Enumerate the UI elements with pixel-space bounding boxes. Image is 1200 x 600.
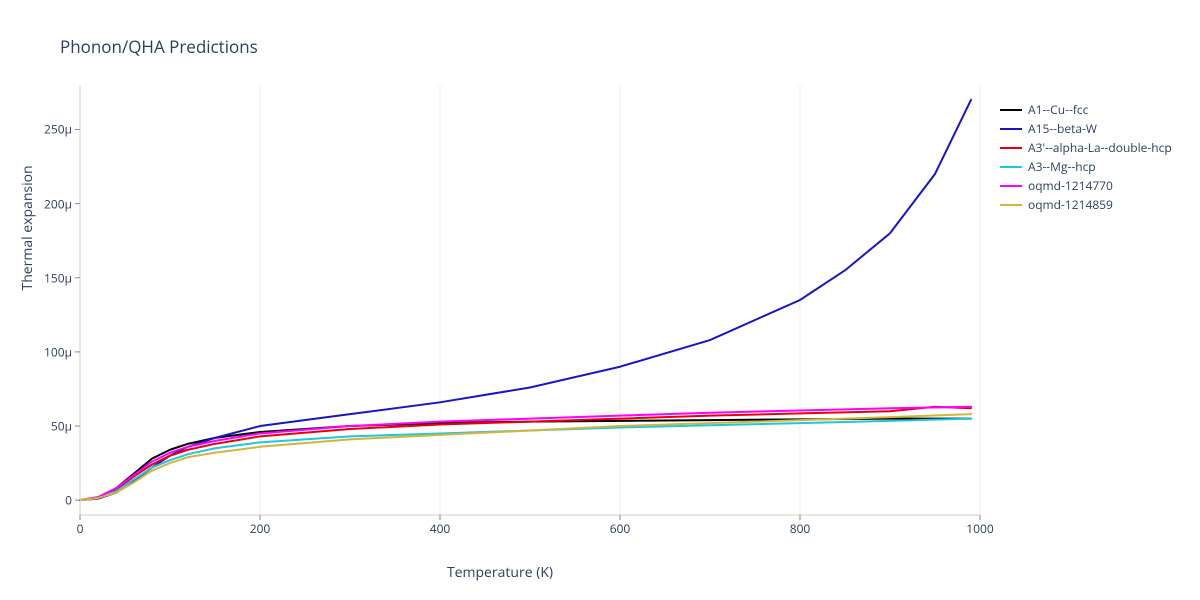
x-tick-label: 0 [77, 520, 84, 537]
y-tick-label: 0 [65, 492, 72, 509]
x-tick-label: 800 [790, 520, 811, 537]
y-tick-label: 50μ [51, 418, 72, 435]
y-axis-label: Thermal expansion [18, 165, 37, 290]
legend-swatch [1000, 109, 1022, 111]
x-tick-label: 200 [250, 520, 271, 537]
x-tick-label: 400 [430, 520, 451, 537]
legend-label: A15--beta-W [1028, 120, 1097, 137]
y-tick-label: 200μ [44, 195, 72, 212]
legend-item[interactable]: A3--Mg--hcp [1000, 157, 1172, 176]
legend-swatch [1000, 166, 1022, 168]
chart-title: Phonon/QHA Predictions [60, 35, 258, 58]
legend-label: oqmd-1214859 [1028, 196, 1113, 213]
legend-label: A3--Mg--hcp [1028, 158, 1096, 175]
legend: A1--Cu--fcc A15--beta-W A3'--alpha-La--dou… [1000, 100, 1172, 214]
legend-label: oqmd-1214770 [1028, 177, 1113, 194]
legend-swatch [1000, 147, 1022, 149]
legend-item[interactable]: A3'--alpha-La--double-hcp [1000, 138, 1172, 157]
legend-item[interactable]: A1--Cu--fcc [1000, 100, 1172, 119]
y-tick-label: 100μ [44, 343, 72, 360]
x-tick-label: 600 [610, 520, 631, 537]
x-axis-label: Temperature (K) [0, 563, 1000, 582]
legend-swatch [1000, 204, 1022, 206]
y-tick-label: 150μ [44, 269, 72, 286]
legend-item[interactable]: oqmd-1214859 [1000, 195, 1172, 214]
series-line[interactable] [80, 414, 971, 500]
plot-area [80, 85, 980, 515]
legend-item[interactable]: oqmd-1214770 [1000, 176, 1172, 195]
x-tick-label: 1000 [966, 520, 993, 537]
chart-container: Phonon/QHA Predictions Thermal expansion… [0, 0, 1200, 600]
legend-swatch [1000, 185, 1022, 187]
legend-swatch [1000, 128, 1022, 130]
y-tick-label: 250μ [44, 121, 72, 138]
legend-label: A3'--alpha-La--double-hcp [1028, 139, 1172, 156]
series-line[interactable] [80, 100, 971, 500]
legend-item[interactable]: A15--beta-W [1000, 119, 1172, 138]
legend-label: A1--Cu--fcc [1028, 101, 1088, 118]
